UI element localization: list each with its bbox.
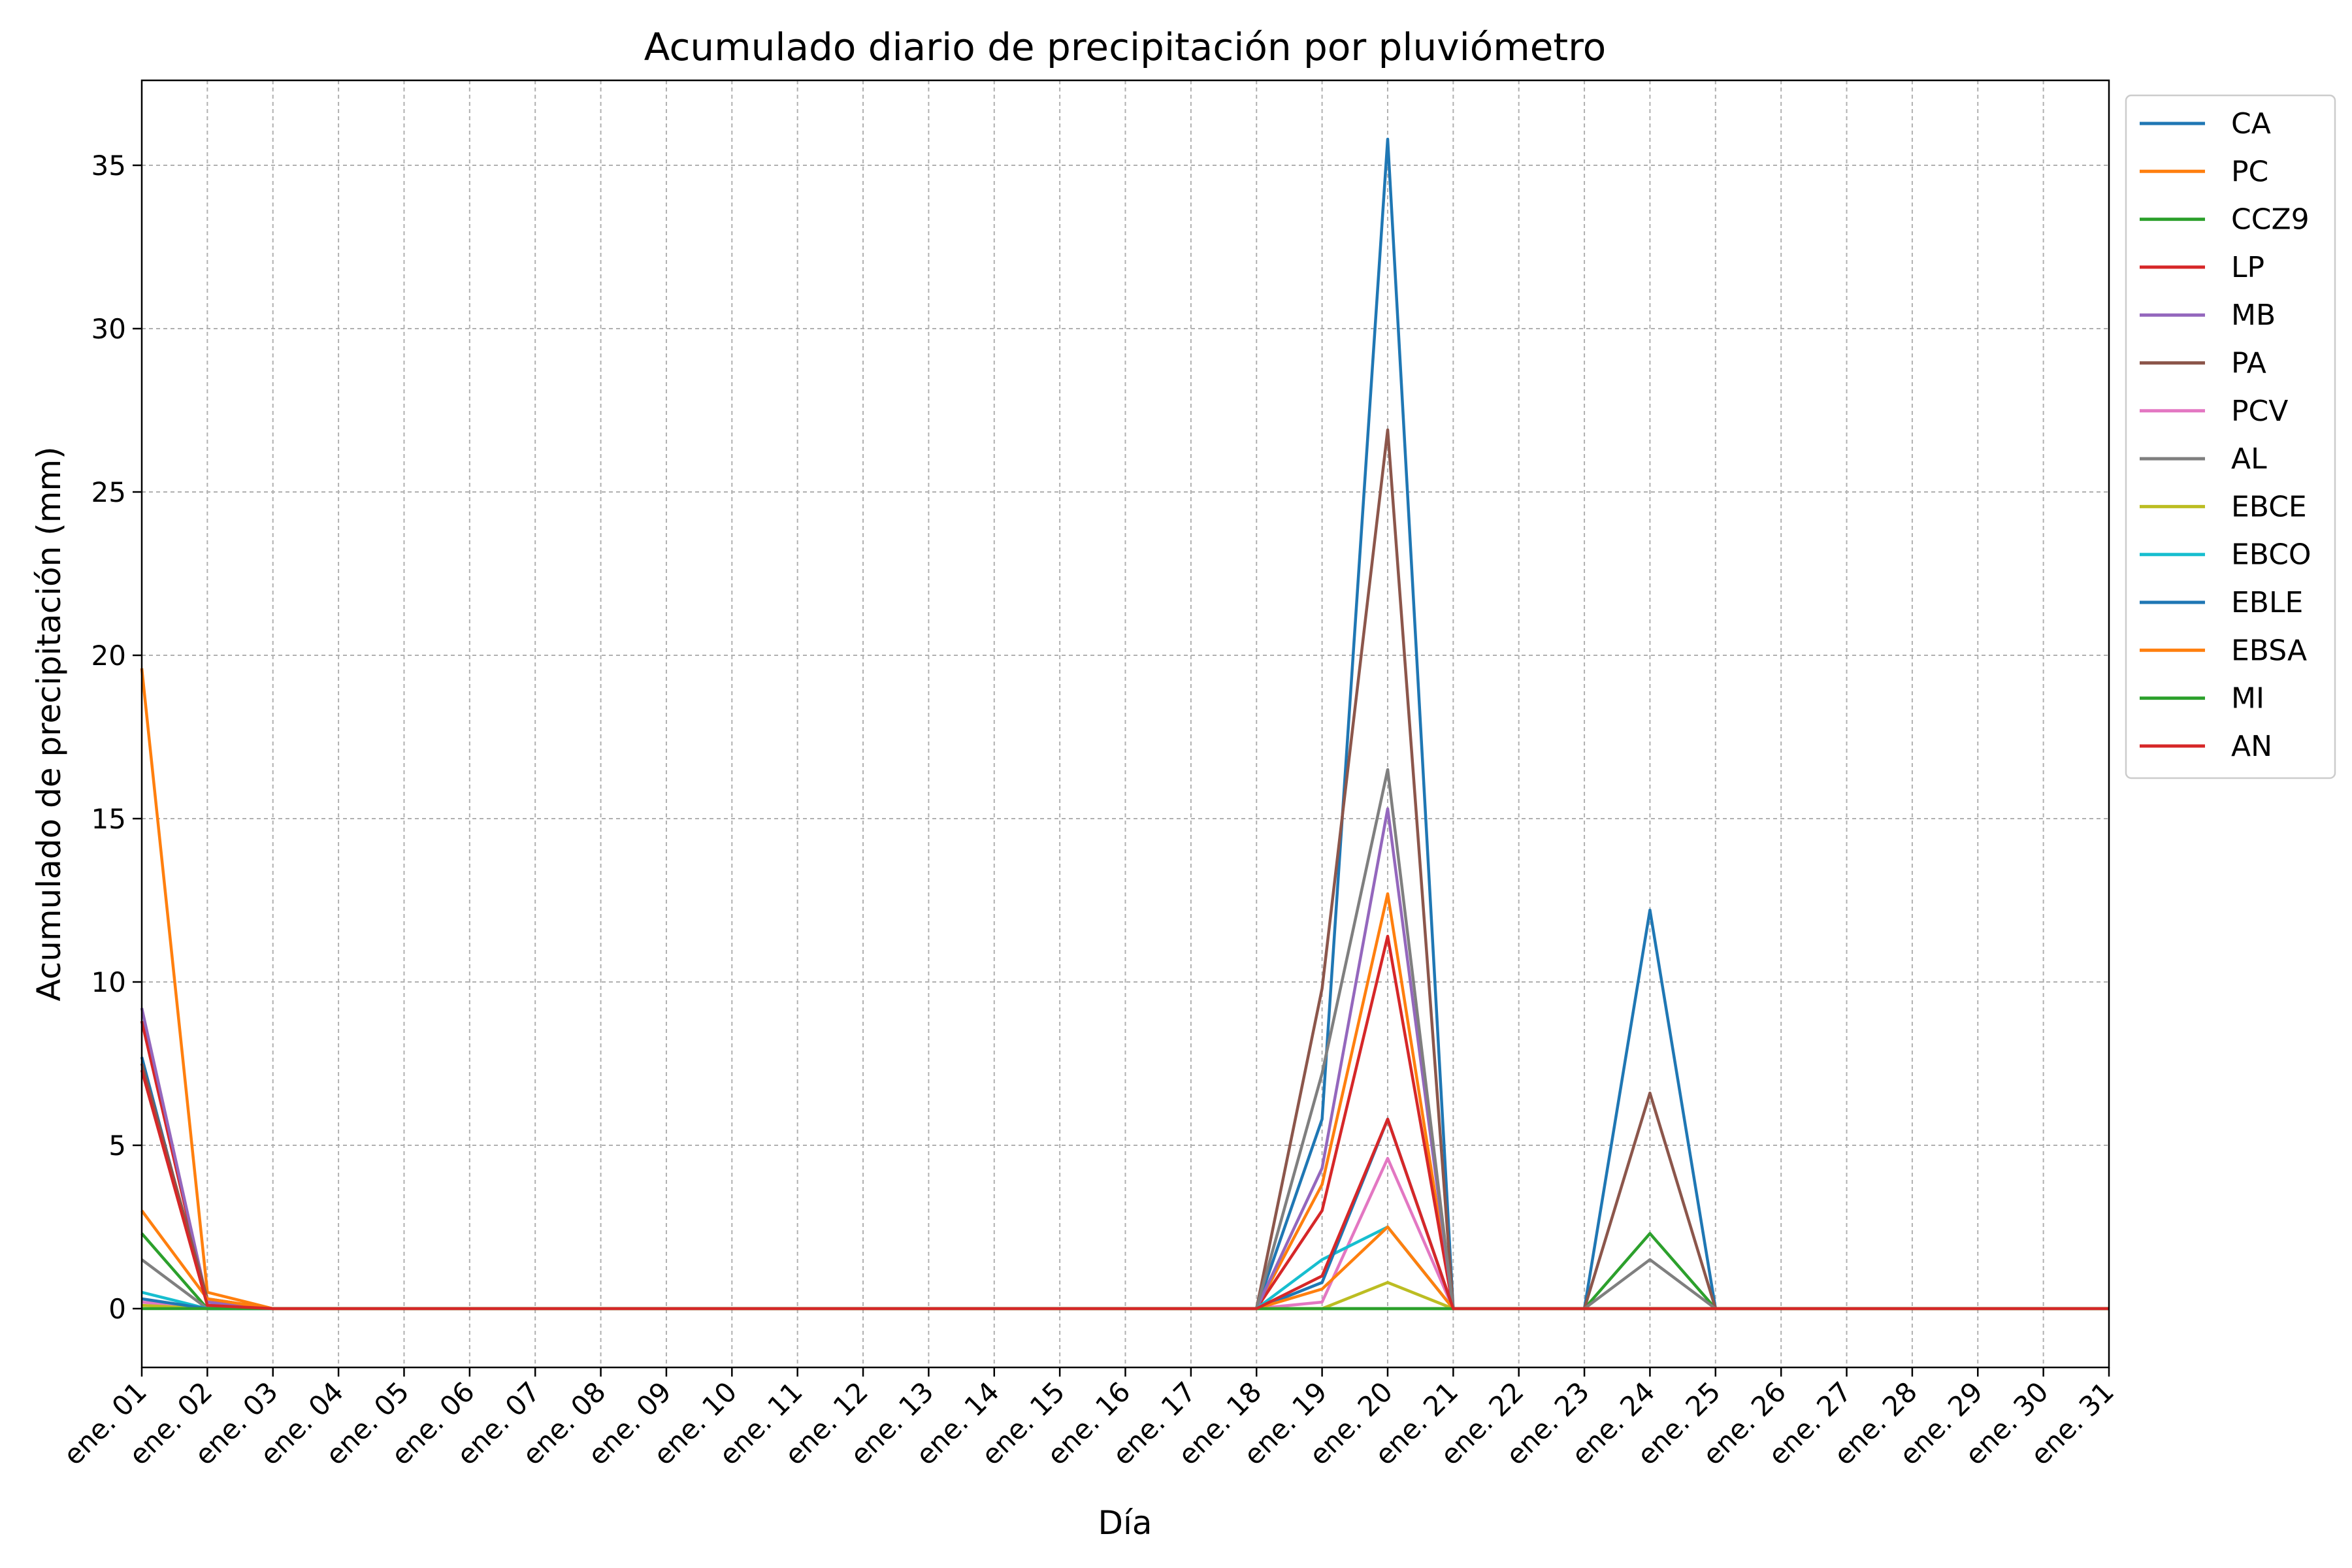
y-axis-label: Acumulado de precipitación (mm) — [30, 446, 68, 1001]
legend-label-eble: EBLE — [2231, 586, 2303, 619]
legend-frame — [2125, 94, 2336, 779]
y-tick-label: 10 — [91, 966, 126, 998]
legend-label-ca: CA — [2231, 107, 2271, 140]
legend-label-ebco: EBCO — [2231, 538, 2311, 572]
chart-title: Acumulado diario de precipitación por pl… — [644, 25, 1606, 69]
legend-label-lp: LP — [2231, 251, 2264, 284]
x-axis-label: Día — [1098, 1504, 1152, 1542]
y-tick-label: 35 — [91, 150, 126, 182]
legend-label-pcv: PCV — [2231, 395, 2288, 428]
y-tick-label: 30 — [91, 313, 126, 345]
legend-label-pc: PC — [2231, 155, 2268, 188]
legend-label-ccz9: CCZ9 — [2231, 203, 2310, 237]
legend-label-mb: MB — [2231, 299, 2276, 332]
legend-label-ebce: EBCE — [2231, 490, 2307, 523]
y-tick-label: 5 — [108, 1130, 126, 1162]
y-axis: 0 5 10 15 20 25 30 35 — [91, 150, 142, 1325]
y-tick-label: 0 — [108, 1293, 126, 1325]
legend-label-al: AL — [2231, 442, 2267, 476]
legend-entries: CA PC CCZ9 LP MB PA PCV AL EBCE EBCO EBLE EBSA MI AN — [2140, 107, 2311, 763]
legend-label-mi: MI — [2231, 682, 2264, 715]
series-lines — [140, 137, 2109, 1311]
grid — [141, 80, 2110, 1367]
series-line-an — [140, 1070, 2109, 1311]
y-tick-label: 20 — [91, 640, 126, 672]
legend-label-an: AN — [2231, 730, 2272, 763]
legend-label-ebsa: EBSA — [2231, 634, 2307, 667]
y-tick-label: 25 — [91, 476, 126, 508]
y-tick-label: 15 — [91, 803, 126, 835]
legend: CA PC CCZ9 LP MB PA PCV AL EBCE EBCO EBLE EBSA MI AN — [2125, 94, 2336, 779]
legend-label-pa: PA — [2231, 347, 2266, 380]
